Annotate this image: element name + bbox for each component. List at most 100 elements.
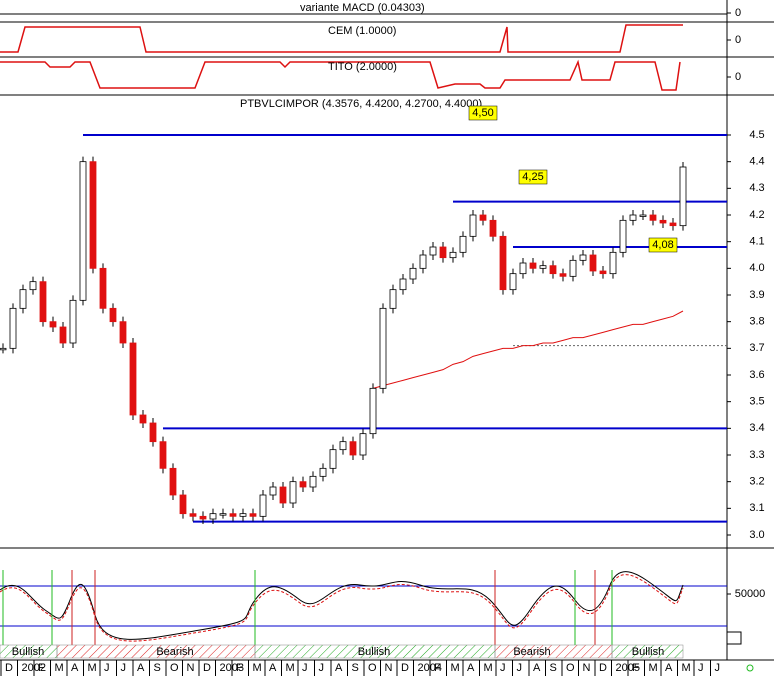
x-tick-label: J [104,662,110,674]
candle [159,441,167,469]
candle [39,281,47,323]
x-tick-label: O [566,662,575,674]
y-tick-label: 4.5 [749,129,764,141]
candle [229,513,237,517]
x-tick-label: A [533,662,541,674]
panel-tick: 0 [735,7,741,19]
x-tick-label: F [38,662,45,674]
candle [0,347,7,351]
candle [399,278,407,291]
x-tick-label: A [467,662,475,674]
x-tick-label: M [55,662,64,674]
x-tick-label: S [550,662,557,674]
x-tick-label: J [121,662,127,674]
candle [139,414,147,424]
candle [429,246,437,256]
x-tick-label: F [236,662,243,674]
candle [9,307,17,349]
candle [559,273,567,277]
candle [459,235,467,253]
x-tick-label: A [665,662,673,674]
scroll-box[interactable] [726,631,742,645]
candle [629,214,637,221]
x-tick-label: M [649,662,658,674]
panel-label: variante MACD (0.04303) [300,2,425,14]
annotation: 4,50 [472,107,493,119]
tito-line [0,59,681,91]
candle [319,467,327,477]
status-icon [746,664,754,672]
candle [349,441,357,456]
osc-tick: 50000 [735,588,766,600]
x-tick-label: A [335,662,343,674]
candle [529,262,537,269]
y-tick-label: 4.4 [749,156,764,168]
candle [649,214,657,221]
candle [499,235,507,291]
candle [619,219,627,253]
x-tick-label: S [154,662,161,674]
y-tick-label: 4.0 [749,262,764,274]
x-tick-label: J [698,662,704,674]
annotation-box [518,169,548,185]
moving-average [372,310,684,389]
candle [439,246,447,259]
x-tick-label: D [5,662,13,674]
candle [469,214,477,237]
candle [669,222,677,227]
y-tick-label: 3.3 [749,449,764,461]
regime-label: Bullish [12,646,44,658]
x-tick-label: M [253,662,262,674]
x-tick-label: M [286,662,295,674]
x-tick-label: D [203,662,211,674]
candle [479,214,487,221]
candle [519,262,527,275]
candle [189,513,197,517]
candle [79,161,87,301]
annotation: 4,08 [652,239,673,251]
candle [509,273,517,291]
x-tick-label: N [187,662,195,674]
x-tick-label: J [715,662,721,674]
candle [169,467,177,496]
annotation-box [468,105,498,121]
candle [219,513,227,516]
y-tick-label: 3.4 [749,422,764,434]
x-tick-label: N [385,662,393,674]
panel-tick: 0 [735,71,741,83]
y-tick-label: 3.9 [749,289,764,301]
candle [329,449,337,469]
candle [69,299,77,344]
y-tick-label: 4.3 [749,182,764,194]
frame [0,0,774,661]
y-tick-label: 4.1 [749,236,764,248]
candle [659,219,667,224]
candle [679,166,687,227]
candle [89,161,97,269]
x-tick-label: D [599,662,607,674]
candle [249,513,257,517]
candle [579,254,587,261]
regime-label: Bearish [156,646,193,658]
x-tick-label: M [451,662,460,674]
candle [539,265,547,269]
x-tick-label: A [137,662,145,674]
candle [29,281,37,291]
y-tick-label: 3.1 [749,502,764,514]
candle [639,214,647,217]
candle [339,441,347,451]
candle [99,267,107,309]
y-tick-label: 4.2 [749,209,764,221]
y-tick-label: 3.5 [749,396,764,408]
x-tick-label: A [269,662,277,674]
candle [489,219,497,237]
candle [109,307,117,323]
candle [379,307,387,389]
y-tick-label: 3.6 [749,369,764,381]
x-tick-label: S [352,662,359,674]
candle [199,515,207,520]
panel-label: TITO (2.0000) [328,61,397,73]
candle [269,486,277,496]
x-tick-label: M [88,662,97,674]
